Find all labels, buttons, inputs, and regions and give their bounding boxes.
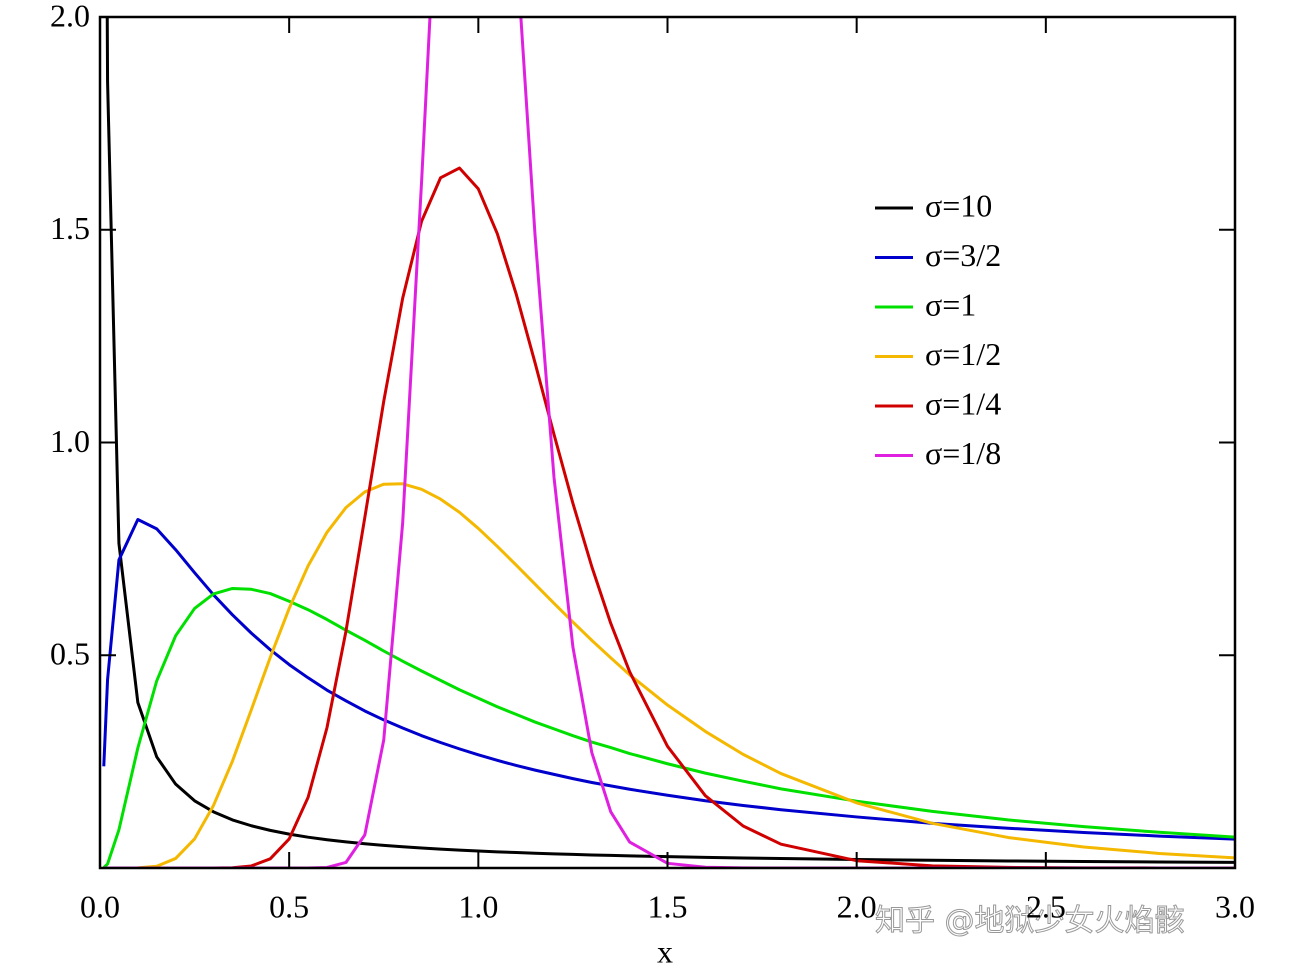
legend-label: σ=1/4 [925, 385, 1001, 421]
x-tick-label: 1.5 [648, 888, 688, 924]
x-tick-label: 2.0 [837, 888, 877, 924]
legend-label: σ=1/8 [925, 435, 1001, 471]
series-line [105, 17, 1235, 864]
x-axis-label: x [657, 933, 673, 969]
x-tick-label: 0.0 [80, 888, 120, 924]
x-tick-label: 0.5 [269, 888, 309, 924]
x-tick-label: 2.5 [1026, 888, 1066, 924]
watermark: 知乎 @地狱少女火焰骸 [875, 904, 1185, 939]
legend-label: σ=1 [925, 286, 976, 322]
y-tick-label: 1.5 [50, 210, 90, 246]
y-tick-label: 1.0 [50, 423, 90, 459]
y-tick-label: 2.0 [50, 0, 90, 33]
x-tick-label: 1.0 [458, 888, 498, 924]
x-tick-label: 3.0 [1215, 888, 1255, 924]
legend-label: σ=10 [925, 187, 992, 223]
series-line [103, 482, 1235, 868]
plot-area [102, 17, 1235, 868]
series-line [103, 166, 1235, 868]
legend-label: σ=1/2 [925, 336, 1001, 372]
series-line [102, 586, 1235, 868]
series-line [102, 518, 1235, 841]
series-line [103, 17, 1235, 868]
y-tick-label: 0.5 [50, 636, 90, 672]
axes-frame [98, 15, 1237, 870]
legend-label: σ=3/2 [925, 237, 1001, 273]
